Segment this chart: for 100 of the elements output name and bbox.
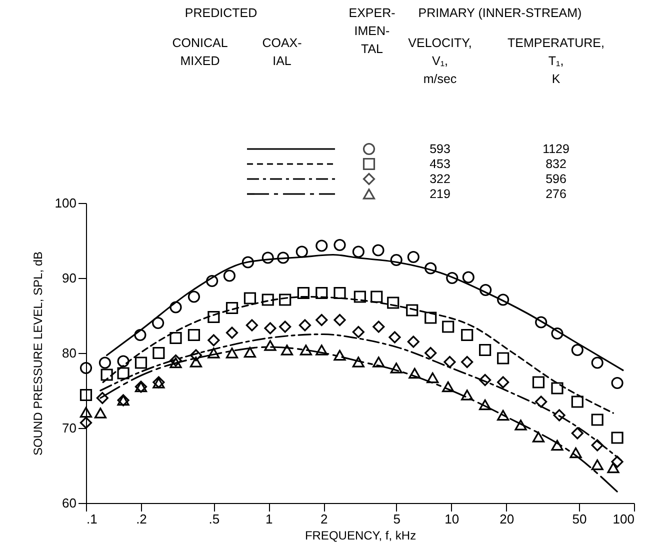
- text: COAX- IAL: [262, 36, 302, 68]
- x-tick-label: .5: [208, 512, 220, 526]
- point: [334, 314, 346, 326]
- point: [497, 294, 510, 306]
- point: [334, 286, 346, 300]
- point: [188, 290, 200, 303]
- point: [117, 355, 130, 368]
- x-tick-label: 10: [444, 512, 460, 526]
- text: 593: [430, 142, 450, 156]
- point: [551, 440, 564, 451]
- text: PRIMARY (INNER-STREAM): [418, 6, 582, 20]
- text: 1129: [542, 142, 570, 156]
- text: 453: [430, 157, 450, 171]
- point: [497, 410, 510, 421]
- text: EXPER- IMEN- TAL: [348, 6, 396, 56]
- text: 596: [546, 172, 566, 186]
- text: CONICAL MIXED: [172, 36, 228, 68]
- y-axis-title: SOUND PRESSURE LEVEL, SPL, dB: [30, 251, 45, 456]
- x-tick-label: .1: [86, 512, 98, 526]
- point: [80, 362, 92, 374]
- point: [462, 271, 474, 284]
- point: [354, 290, 366, 303]
- point: [461, 328, 474, 342]
- point: [280, 344, 294, 356]
- point: [352, 326, 364, 338]
- point: [570, 447, 582, 458]
- point: [461, 390, 474, 400]
- point: [206, 274, 218, 288]
- point: [170, 301, 182, 314]
- x-tick-label: 100: [612, 512, 634, 526]
- point: [424, 346, 437, 360]
- point: [406, 304, 418, 316]
- x-tick-label: 5: [393, 512, 400, 526]
- point: [387, 296, 400, 309]
- point: [407, 336, 420, 348]
- point: [334, 350, 346, 361]
- y-tick-label: 90: [62, 270, 76, 286]
- point: [244, 346, 256, 358]
- point: [497, 376, 510, 388]
- point: [479, 344, 492, 356]
- x-tick-label: 50: [572, 512, 587, 526]
- x-axis-title: FREQUENCY, f, kHz: [304, 528, 416, 542]
- point: [479, 374, 492, 386]
- y-tick-label: 100: [54, 196, 76, 210]
- point: [208, 310, 220, 324]
- x-tick-label: 2: [320, 512, 328, 526]
- point: [80, 388, 92, 402]
- point: [334, 238, 346, 252]
- point: [298, 319, 311, 332]
- point: [316, 314, 328, 326]
- x-tick-label: .2: [136, 512, 147, 526]
- point: [480, 284, 492, 296]
- point: [208, 348, 220, 358]
- point: [388, 331, 401, 344]
- point: [479, 399, 492, 410]
- y-tick-label: 70: [62, 420, 76, 436]
- point: [352, 246, 364, 258]
- point: [152, 316, 164, 330]
- x-tick-label: 20: [500, 512, 514, 526]
- point: [244, 292, 256, 304]
- point: [442, 320, 454, 333]
- point: [424, 262, 437, 274]
- point: [117, 367, 130, 380]
- point: [262, 294, 274, 306]
- point: [497, 352, 510, 364]
- point: [514, 420, 527, 430]
- point: [262, 252, 274, 264]
- point: [170, 332, 182, 344]
- point: [226, 302, 238, 314]
- point: [226, 326, 238, 339]
- text: 276: [546, 187, 566, 201]
- point: [208, 334, 220, 346]
- point: [316, 286, 328, 300]
- y-tick-label: 60: [62, 496, 76, 510]
- point: [461, 356, 474, 368]
- text: PREDICTED: [184, 6, 258, 20]
- point: [316, 344, 328, 356]
- x-tick-label: 1: [266, 512, 273, 526]
- point: [134, 356, 148, 369]
- text: VELOCITY, V₁, m/sec: [408, 36, 472, 86]
- y-tick-label: 80: [62, 346, 76, 360]
- point: [80, 416, 92, 429]
- point: [352, 356, 364, 368]
- text: 322: [430, 172, 450, 186]
- point: [607, 462, 620, 474]
- point: [226, 348, 238, 358]
- text: 219: [430, 187, 450, 201]
- point: [190, 356, 202, 368]
- point: [444, 356, 456, 368]
- point: [370, 290, 383, 303]
- point: [279, 294, 292, 306]
- point: [152, 346, 165, 360]
- point: [297, 286, 310, 300]
- point: [407, 250, 420, 264]
- point: [80, 406, 92, 418]
- point: [424, 312, 437, 324]
- point: [442, 381, 454, 392]
- point: [279, 320, 292, 333]
- text: TEMPERATURE, T₁, K: [508, 36, 604, 86]
- point: [170, 357, 182, 368]
